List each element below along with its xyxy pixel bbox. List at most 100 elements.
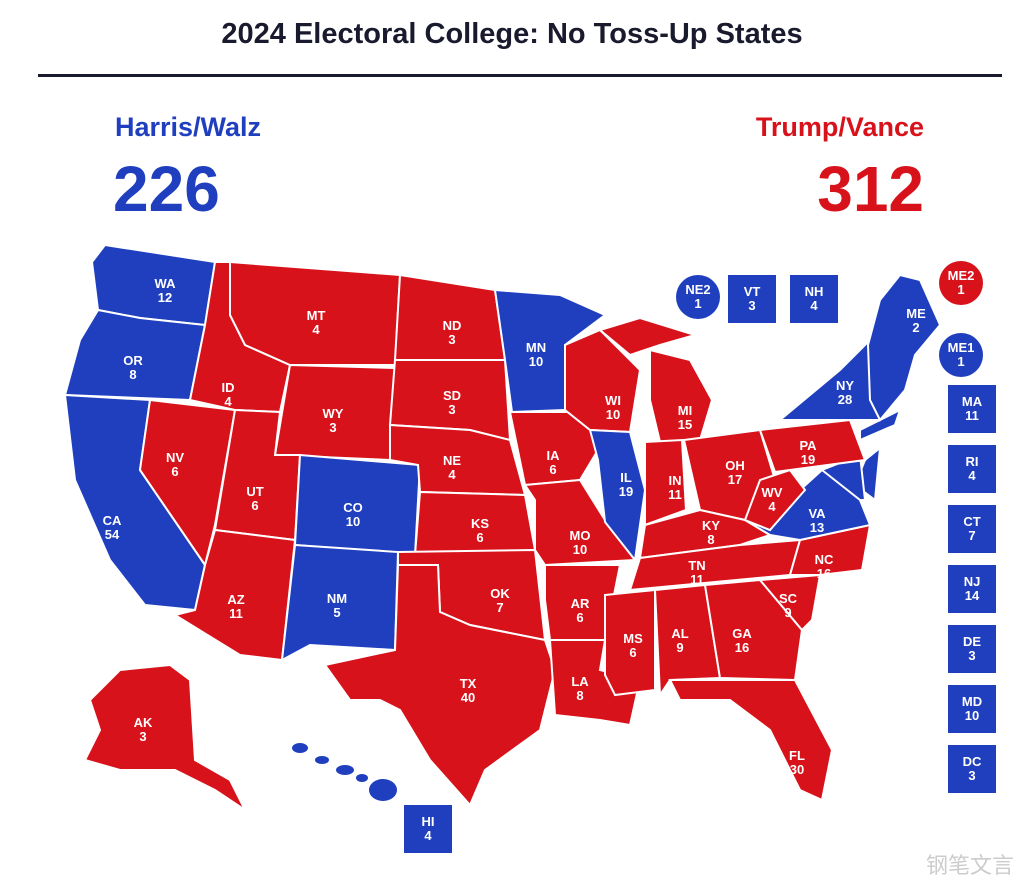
state-shape-hi[interactable] [356, 774, 368, 782]
state-label-va-votes: 13 [810, 520, 824, 535]
state-shape-me[interactable] [866, 273, 942, 422]
state-label-tn-votes: 11 [690, 572, 704, 587]
state-box-vt-votes: 3 [748, 298, 755, 313]
republican-votes: 312 [817, 153, 924, 225]
district-circle-me1[interactable] [939, 333, 983, 377]
map-title: 2024 Electoral College: No Toss-Up State… [221, 18, 803, 50]
state-box-ri[interactable] [948, 445, 996, 493]
state-label-ne-votes: 4 [448, 467, 456, 482]
republican-name: Trump/Vance [755, 112, 924, 142]
state-shape-pa[interactable] [758, 418, 867, 474]
state-label-ny-votes: 28 [838, 392, 852, 407]
state-box-nj-abbr: NJ [964, 574, 981, 589]
state-shape-ga[interactable] [703, 578, 804, 682]
state-label-la-abbr: LA [571, 674, 589, 689]
state-label-il-abbr: IL [620, 470, 632, 485]
state-shape-il[interactable] [588, 428, 647, 563]
state-label-mn-votes: 10 [529, 354, 543, 369]
state-label-ut-abbr: UT [246, 484, 263, 499]
state-shape-hi[interactable] [315, 756, 329, 764]
state-label-wa-votes: 12 [158, 290, 172, 305]
state-shape-sc[interactable] [757, 573, 822, 632]
state-label-ny-abbr: NY [836, 378, 854, 393]
democrat-name: Harris/Walz [115, 112, 262, 142]
state-label-tx-votes: 40 [461, 690, 475, 705]
state-label-oh-votes: 17 [728, 472, 742, 487]
state-shape-hi[interactable] [336, 765, 354, 775]
state-label-la-votes: 8 [576, 688, 583, 703]
state-box-hi-abbr: HI [422, 814, 435, 829]
state-label-me-votes: 2 [912, 320, 919, 335]
state-shape-nc[interactable] [788, 523, 872, 576]
state-label-ne-abbr: NE [443, 453, 461, 468]
state-label-al-abbr: AL [671, 626, 688, 641]
state-label-fl-abbr: FL [789, 748, 805, 763]
state-label-co-votes: 10 [346, 514, 360, 529]
title-divider [38, 74, 1002, 77]
state-label-oh-abbr: OH [725, 458, 745, 473]
state-box-ma[interactable] [948, 385, 996, 433]
state-label-sc-votes: 9 [784, 605, 791, 620]
state-label-co-abbr: CO [343, 500, 363, 515]
state-shape-mi[interactable] [597, 316, 699, 357]
state-label-ga-abbr: GA [732, 626, 752, 641]
district-me1-votes: 1 [957, 354, 964, 369]
state-label-az-abbr: AZ [227, 592, 244, 607]
state-shape-ny[interactable] [859, 408, 902, 442]
state-shape-nm[interactable] [280, 543, 400, 662]
state-box-ct[interactable] [948, 505, 996, 553]
state-shape-fl[interactable] [668, 679, 834, 802]
state-box-dc-votes: 3 [968, 768, 975, 783]
district-ne2-votes: 1 [694, 296, 701, 311]
state-box-de[interactable] [948, 625, 996, 673]
state-label-mo-abbr: MO [570, 528, 591, 543]
state-label-nc-abbr: NC [815, 552, 834, 567]
state-box-md[interactable] [948, 685, 996, 733]
state-shape-in[interactable] [644, 438, 688, 527]
state-shape-wv[interactable] [743, 468, 807, 532]
state-shape-tx[interactable] [323, 564, 557, 807]
state-label-ak-votes: 3 [139, 729, 146, 744]
state-label-wv-abbr: WV [762, 485, 783, 500]
state-label-pa-abbr: PA [799, 438, 817, 453]
state-label-al-votes: 9 [676, 640, 683, 655]
state-shape-hi[interactable] [292, 743, 308, 753]
district-circle-me2[interactable] [939, 261, 983, 305]
state-box-md-abbr: MD [962, 694, 982, 709]
state-box-vt[interactable] [728, 275, 776, 323]
district-me1-abbr: ME1 [948, 340, 975, 355]
state-shape-ak[interactable] [83, 663, 248, 813]
state-label-sd-abbr: SD [443, 388, 461, 403]
state-box-nj[interactable] [948, 565, 996, 613]
state-label-me-abbr: ME [906, 306, 926, 321]
state-box-ct-abbr: CT [963, 514, 980, 529]
state-label-ar-abbr: AR [571, 596, 590, 611]
state-shape-hi[interactable] [369, 779, 397, 801]
state-label-nm-votes: 5 [333, 605, 340, 620]
state-box-de-votes: 3 [968, 648, 975, 663]
state-label-wy-abbr: WY [323, 406, 344, 421]
state-label-or-votes: 8 [129, 367, 136, 382]
watermark: 钢笔文言 [925, 853, 1014, 878]
state-box-hi[interactable] [404, 805, 452, 853]
state-label-nv-abbr: NV [166, 450, 184, 465]
state-label-mi-votes: 15 [678, 417, 692, 432]
state-box-ri-abbr: RI [966, 454, 979, 469]
state-label-wi-votes: 10 [606, 407, 620, 422]
state-label-ca-abbr: CA [103, 513, 122, 528]
state-label-in-votes: 11 [668, 487, 682, 502]
state-box-nh[interactable] [790, 275, 838, 323]
state-box-vt-abbr: VT [744, 284, 761, 299]
state-label-ak-abbr: AK [134, 715, 153, 730]
state-shape-ms[interactable] [604, 588, 656, 697]
state-label-wi-abbr: WI [605, 393, 621, 408]
state-label-ky-votes: 8 [707, 532, 714, 547]
state-label-ia-votes: 6 [549, 462, 556, 477]
state-shape-mo[interactable] [523, 478, 637, 567]
state-box-dc[interactable] [948, 745, 996, 793]
state-label-mt-votes: 4 [312, 322, 320, 337]
district-circle-ne2[interactable] [676, 275, 720, 319]
state-label-ut-votes: 6 [251, 498, 258, 513]
state-box-ma-abbr: MA [962, 394, 983, 409]
